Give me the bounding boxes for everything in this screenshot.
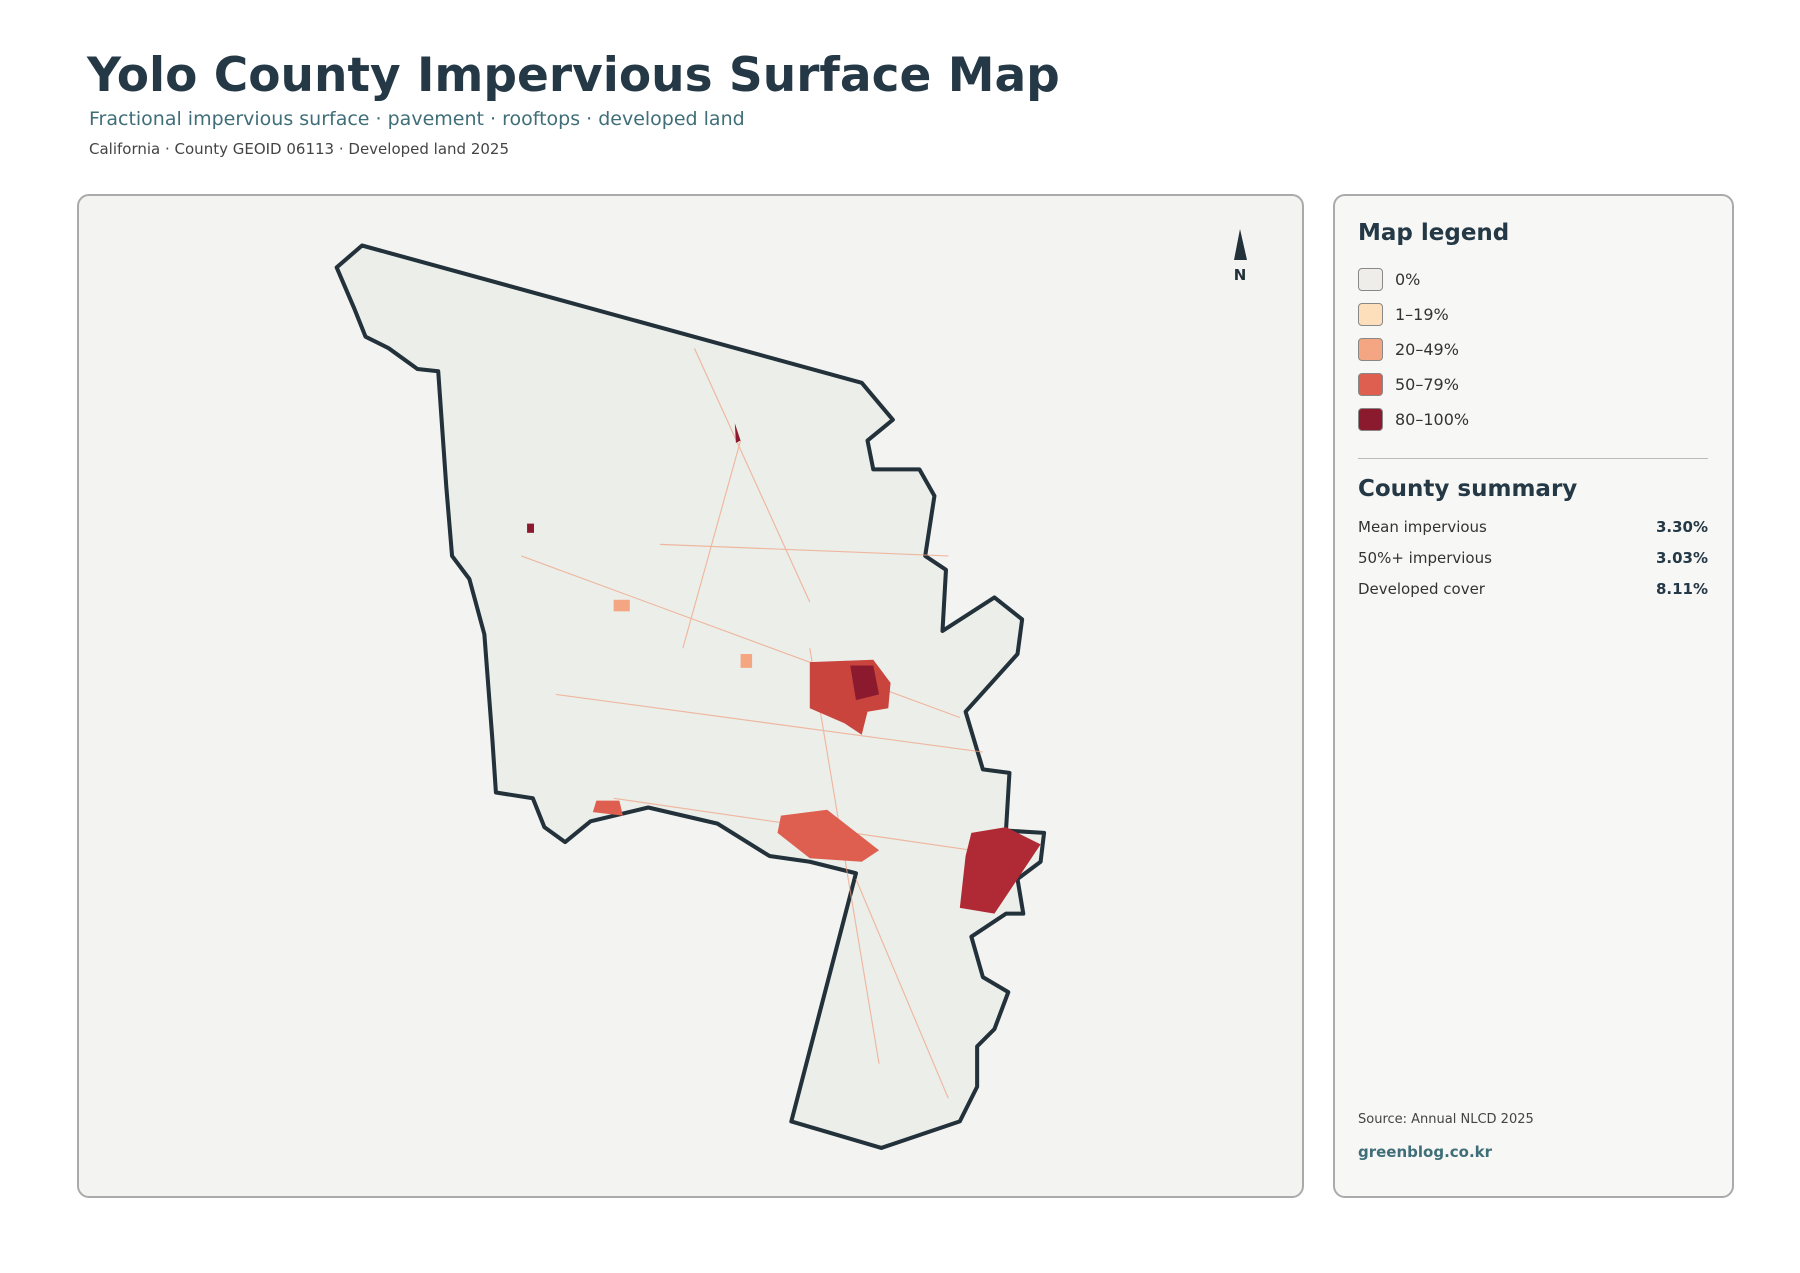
summary-label: Mean impervious <box>1358 518 1487 536</box>
legend-swatch <box>1358 337 1383 361</box>
legend-item: 20–49% <box>1358 336 1459 362</box>
legend-item: 50–79% <box>1358 371 1459 397</box>
summary-value: 3.30% <box>1655 518 1708 536</box>
legend-label: 80–100% <box>1395 409 1470 429</box>
legend-label: 0% <box>1395 269 1421 289</box>
source: Source: Annual NLCD 2025 <box>1358 1112 1534 1127</box>
summary-title: County summary <box>1358 476 1578 502</box>
summary-label: Developed cover <box>1358 580 1485 598</box>
title: Yolo County Impervious Surface Map <box>87 48 1060 103</box>
map-panel: N <box>77 194 1304 1198</box>
site: greenblog.co.kr <box>1358 1143 1493 1161</box>
legend-label: 50–79% <box>1395 374 1459 394</box>
side-panel: Map legend 0% 1–19% 20–49% 50–79% 80–100% Co… <box>1333 194 1734 1198</box>
legend-item: 0% <box>1358 266 1420 292</box>
legend-item: 80–100% <box>1358 406 1469 432</box>
legend-item: 1–19% <box>1358 301 1449 327</box>
legend-label: 20–49% <box>1395 339 1459 359</box>
summary-row: Developed cover 8.11% <box>1358 580 1708 598</box>
summary-row: 50%+ impervious 3.03% <box>1358 549 1708 567</box>
legend-swatch <box>1358 372 1383 396</box>
legend-swatch <box>1358 407 1383 431</box>
summary-value: 3.03% <box>1655 549 1708 567</box>
legend-swatch <box>1358 302 1383 326</box>
north-arrow <box>1234 229 1247 260</box>
summary-row: Mean impervious 3.30% <box>1358 518 1708 536</box>
legend-label: 1–19% <box>1395 304 1449 324</box>
north-label: N <box>1234 266 1247 284</box>
legend-title: Map legend <box>1358 220 1510 246</box>
summary-label: 50%+ impervious <box>1358 549 1492 567</box>
divider <box>1358 458 1708 459</box>
legend-swatch <box>1358 267 1383 291</box>
developed-areas <box>527 423 1041 914</box>
map: N <box>334 229 1247 1150</box>
subtitle: Fractional impervious surface · pavement… <box>89 108 745 130</box>
summary-value: 8.11% <box>1655 580 1708 598</box>
county-outline <box>334 243 1047 1150</box>
meta: California · County GEOID 06113 · Develo… <box>89 140 509 158</box>
